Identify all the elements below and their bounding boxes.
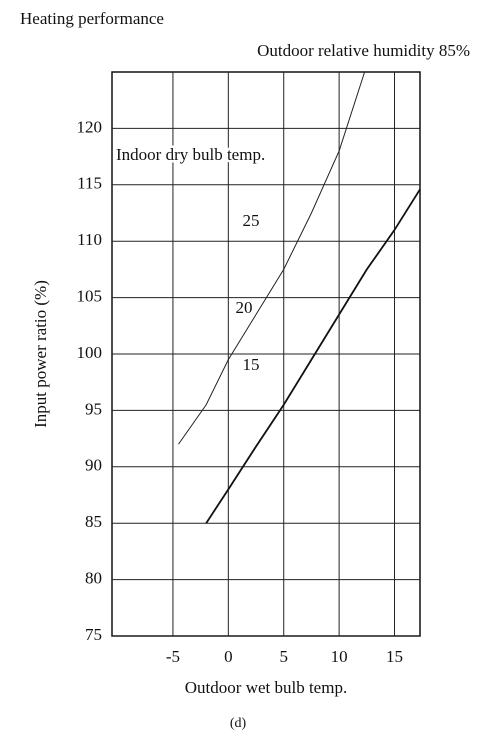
annotation: 20 — [236, 298, 253, 317]
y-tick-label: 120 — [77, 117, 103, 136]
chart-title: Heating performance — [20, 9, 164, 28]
annotation: 15 — [243, 355, 260, 374]
y-tick-label: 85 — [85, 512, 102, 531]
y-tick-label: 95 — [85, 399, 102, 418]
y-tick-label: 105 — [77, 287, 103, 306]
y-axis-label: Input power ratio (%) — [31, 280, 50, 428]
y-tick-label: 115 — [77, 174, 102, 193]
chart-subtitle: Outdoor relative humidity 85% — [257, 41, 470, 60]
x-axis-label: Outdoor wet bulb temp. — [185, 678, 347, 697]
y-tick-label: 90 — [85, 456, 102, 475]
x-tick-label: 10 — [331, 647, 348, 666]
x-tick-label: 0 — [224, 647, 233, 666]
annotation: Indoor dry bulb temp. — [116, 145, 265, 164]
y-tick-label: 80 — [85, 569, 102, 588]
caption: (d) — [230, 716, 247, 731]
annotation: 25 — [243, 211, 260, 230]
x-tick-label: -5 — [166, 647, 180, 666]
line-series — [205, 188, 421, 524]
x-tick-label: 15 — [386, 647, 403, 666]
y-tick-label: 110 — [77, 230, 102, 249]
x-tick-label: 5 — [279, 647, 288, 666]
y-tick-label: 75 — [85, 625, 102, 644]
y-tick-label: 100 — [77, 343, 103, 362]
line-series — [178, 71, 366, 445]
